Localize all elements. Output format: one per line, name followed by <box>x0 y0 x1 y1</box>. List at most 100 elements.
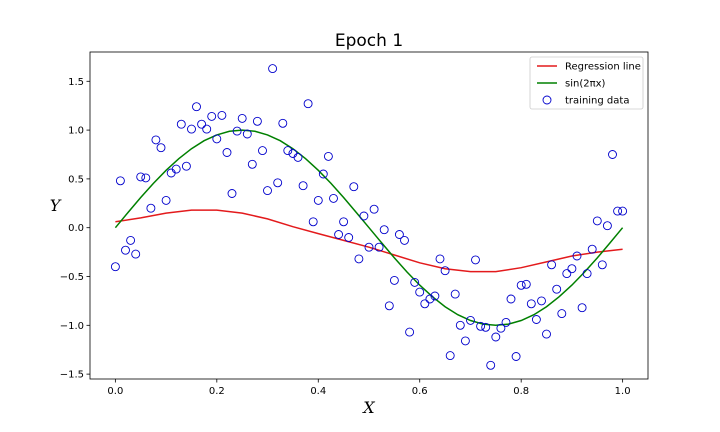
scatter-point <box>318 169 328 179</box>
scatter-point <box>121 245 130 255</box>
scatter-point <box>618 206 628 216</box>
scatter-point <box>425 294 435 304</box>
scatter-point <box>222 148 232 157</box>
scatter-point <box>187 124 196 134</box>
scatter-point <box>273 178 283 188</box>
scatter-point <box>247 159 257 169</box>
scatter-point <box>334 230 344 239</box>
scatter-point <box>232 126 242 136</box>
x-tick-label: 0.2 <box>209 386 225 397</box>
scatter-point <box>557 309 567 319</box>
y-axis-label: Y <box>50 196 62 215</box>
scatter-point <box>344 233 354 242</box>
scatter-point <box>506 294 516 304</box>
y-tick-label: 1.0 <box>68 126 84 137</box>
scatter-point <box>349 182 359 192</box>
scatter-point <box>542 329 551 339</box>
scatter-point <box>329 193 338 203</box>
x-tick-label: 0.0 <box>107 386 123 397</box>
legend-box <box>529 56 644 110</box>
scatter-point <box>136 172 146 182</box>
x-tick-label: 0.6 <box>412 386 428 397</box>
axes-frame <box>89 51 649 380</box>
scatter-point <box>278 118 288 128</box>
legend-label-0: Regression line <box>565 62 641 73</box>
scatter-point <box>161 195 171 205</box>
scatter-point <box>131 249 141 259</box>
scatter-point <box>308 217 318 227</box>
x-tick-label: 1.0 <box>615 386 631 397</box>
scatter-point <box>369 204 379 214</box>
scatter-point <box>420 299 430 309</box>
scatter-point <box>237 113 247 123</box>
scatter-point <box>547 260 557 270</box>
scatter-point <box>511 352 521 361</box>
scatter-point <box>166 168 176 178</box>
y-tick-label: 1.5 <box>68 77 84 88</box>
scatter-point <box>592 216 602 226</box>
scatter-point <box>582 269 592 279</box>
scatter-point <box>476 321 486 331</box>
scatter-point <box>526 299 536 309</box>
scatter-point <box>400 235 409 245</box>
chart-title: Epoch 1 <box>335 31 403 51</box>
y-tick-label: 0.5 <box>68 174 84 185</box>
scatter-point <box>389 275 399 285</box>
scatter-point <box>537 296 546 306</box>
scatter-point <box>481 322 491 332</box>
scatter-point <box>450 289 460 299</box>
legend: Regression line sin(2πx) training data <box>529 56 644 110</box>
scatter-point <box>258 146 267 156</box>
scatter-point <box>531 315 541 324</box>
scatter-point <box>491 332 501 342</box>
scatter-point <box>602 221 612 231</box>
scatter-point <box>252 116 262 126</box>
scatter-point <box>283 146 293 156</box>
scatter-point <box>572 251 582 261</box>
scatter-point <box>430 291 440 301</box>
scatter-point <box>339 217 349 227</box>
scatter-point <box>156 143 166 153</box>
scatter-point <box>146 203 156 213</box>
scatter-point <box>415 287 425 297</box>
scatter-point <box>613 206 623 216</box>
scatter-point <box>323 151 333 161</box>
scatter-point <box>552 284 562 294</box>
scatter-point <box>455 320 465 330</box>
scatter-point <box>181 161 191 171</box>
x-tick-label: 0.8 <box>513 386 529 397</box>
y-tick-label: −1.5 <box>60 370 84 381</box>
x-tick-label: 0.4 <box>310 386 326 397</box>
scatter-point <box>110 262 120 272</box>
legend-swatch-2 <box>542 95 552 105</box>
legend-label-1: sin(2πx) <box>565 79 606 90</box>
scatter-point <box>293 152 303 162</box>
y-axis-ticks: −1.5 −1.0 −0.5 0.0 0.5 1.0 1.5 <box>60 77 90 381</box>
scatter-point <box>516 280 526 290</box>
y-tick-label: 0.0 <box>68 223 84 234</box>
scatter-point <box>359 211 369 221</box>
scatter-point <box>364 242 374 252</box>
scatter-point <box>313 195 323 205</box>
x-axis-ticks: 0.0 0.2 0.4 0.6 0.8 1.0 <box>107 379 631 397</box>
scatter-point <box>202 124 212 134</box>
scatter-point <box>597 260 607 270</box>
scatter-point <box>445 351 455 361</box>
scatter-point <box>460 336 470 346</box>
scatter-point <box>608 150 617 159</box>
scatter-point <box>207 111 217 121</box>
scatter-point <box>263 186 272 196</box>
series-line-1 <box>114 129 624 327</box>
scatter-point <box>268 64 278 74</box>
x-axis-label: X <box>361 398 375 417</box>
scatter-point <box>141 173 151 183</box>
scatter-point <box>466 315 475 325</box>
scatter-point <box>227 189 237 198</box>
scatter-point <box>192 102 201 112</box>
scatter-point <box>394 230 404 239</box>
scatter-point <box>567 264 577 274</box>
scatter-point <box>471 255 480 265</box>
scatter-point <box>562 269 572 279</box>
scatter-point <box>126 235 136 245</box>
